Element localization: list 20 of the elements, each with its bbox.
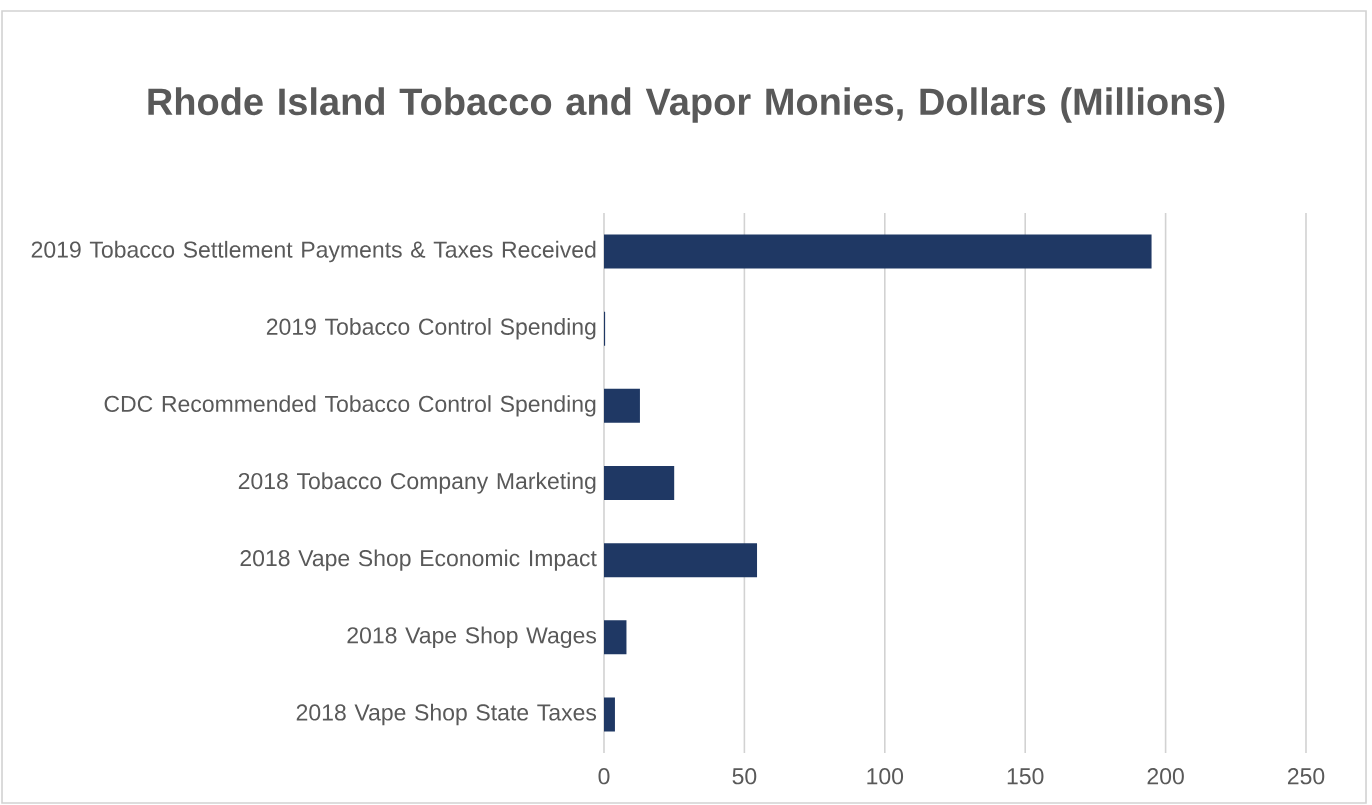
bar — [604, 543, 758, 578]
y-tick-label: 2019 Tobacco Control Spending — [266, 318, 596, 340]
x-tick-label: 200 — [1147, 768, 1184, 785]
chart-title: Rhode Island Tobacco and Vapor Monies, Dollars (Millions) — [148, 87, 1225, 123]
x-tick-label: 100 — [867, 768, 904, 785]
x-tick-label: 250 — [1287, 768, 1325, 785]
bar — [604, 697, 615, 732]
bar — [604, 466, 675, 501]
y-tick-label: 2018 Vape Shop Economic Impact — [240, 549, 597, 571]
x-tick-label: 150 — [1007, 768, 1044, 785]
x-tick-label: 0 — [598, 768, 610, 785]
bar — [604, 234, 1152, 269]
y-tick-label: 2018 Vape Shop State Taxes — [296, 703, 597, 726]
bar — [604, 388, 640, 423]
x-tick-label: 50 — [732, 768, 757, 785]
y-tick-label: 2019 Tobacco Settlement Payments & Taxes Received — [31, 240, 596, 263]
y-tick-label: CDC Recommended Tobacco Control Spending — [104, 395, 596, 417]
y-tick-label: 2018 Tobacco Company Marketing — [238, 472, 596, 494]
y-tick-label: 2018 Vape Shop Wages — [347, 626, 597, 649]
bar — [604, 620, 627, 655]
